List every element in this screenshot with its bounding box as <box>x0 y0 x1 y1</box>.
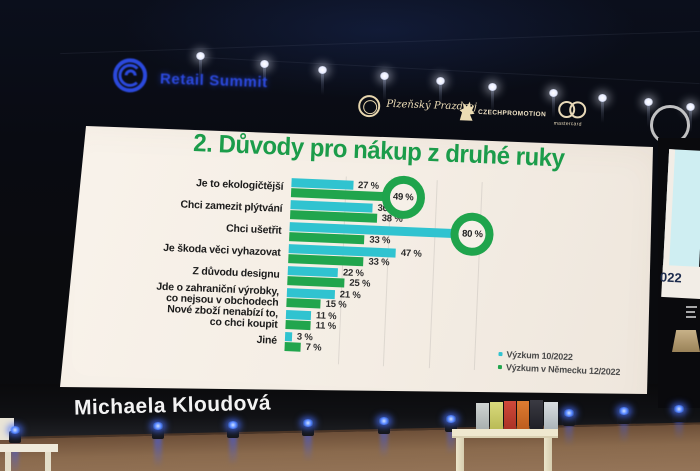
bar-value: 47 % <box>400 247 422 260</box>
stage-light-icon <box>672 405 686 422</box>
bar-value: 15 % <box>325 298 347 311</box>
side-screen-small-text <box>686 306 697 308</box>
bar <box>288 254 364 267</box>
chart-legend: Výzkum 10/2022 Výzkum v Německu 12/2022 <box>497 349 621 380</box>
legend-item: Výzkum v Německu 12/2022 <box>497 362 621 378</box>
category-bars: 22 % 25 % <box>287 266 371 290</box>
mastercard-logo-text: mastercard <box>553 120 582 128</box>
bar-value: 11 % <box>315 320 337 333</box>
bar-line: 15 % <box>286 298 360 311</box>
bar <box>286 298 321 309</box>
spotlight-icon <box>318 66 327 95</box>
stage-light-icon <box>8 426 22 443</box>
white-stool <box>0 444 60 471</box>
light-reflection <box>154 437 162 468</box>
stage-light-icon <box>301 419 315 436</box>
slide: 2. Důvody pro nákup z druhé ruky Je to e… <box>60 126 653 394</box>
side-screen-small-text <box>686 316 696 318</box>
bar-value: 33 % <box>369 234 391 247</box>
category-bars: 11 % 11 % <box>285 310 337 333</box>
side-screen-text: 022 <box>659 269 683 286</box>
spotlight-icon <box>380 72 389 101</box>
retail-summit-logo-icon <box>109 54 151 100</box>
sponsor-logos: Plzeňský Prazdroj CZECHPROMOTION masterc… <box>349 87 610 140</box>
spotlight-icon <box>686 103 695 132</box>
stage-light-icon <box>151 422 165 439</box>
bar-value: 7 % <box>305 341 322 354</box>
mastercard-circles-icon <box>557 100 589 120</box>
spotlight-icon <box>488 83 497 112</box>
bar <box>285 310 312 321</box>
spotlight-icon <box>196 52 205 81</box>
retail-summit-logo-text: Retail Summit <box>159 69 269 91</box>
bar-chart: Je to ekologičtější 27 % 49 % Chci zamezit … <box>60 168 653 371</box>
bar-line: 3 % <box>284 332 322 343</box>
stage-light-icon <box>562 409 576 426</box>
category-bars: 27 % 49 % <box>290 174 426 220</box>
bar <box>289 232 365 245</box>
bar-line: 7 % <box>284 341 322 354</box>
czechpromotion-logo-text: CZECHPROMOTION <box>477 108 547 119</box>
spotlight-icon <box>549 89 558 118</box>
product-cans <box>476 398 558 430</box>
legend-label: Výzkum 10/2022 <box>506 349 573 363</box>
light-reflection <box>229 435 237 466</box>
legend-label: Výzkum v Německu 12/2022 <box>505 362 621 378</box>
spotlight-icon <box>598 94 607 123</box>
spotlight-icon <box>644 98 653 127</box>
stage-light-icon <box>226 421 240 438</box>
side-screen-panel <box>662 149 700 271</box>
bar-value: 25 % <box>349 277 371 290</box>
legend-marker <box>497 364 503 370</box>
speaker-name: Michaela Kloudová <box>73 391 272 420</box>
bar-chart-rows: Je to ekologičtější 27 % 49 % Chci zamezit … <box>60 168 653 366</box>
bar <box>284 332 293 342</box>
chart-gridlines <box>337 176 484 371</box>
stage-light-icon <box>377 417 391 434</box>
prazdroj-crest-icon <box>357 94 381 118</box>
spotlight-icon <box>436 77 445 106</box>
czechpromotion-lion-icon <box>458 100 476 127</box>
spotlight-icon <box>260 60 269 89</box>
product-table <box>452 429 558 471</box>
bar <box>284 342 301 352</box>
bar <box>285 320 311 331</box>
side-screen-small-text <box>686 311 695 313</box>
bar-line: 11 % <box>285 320 337 333</box>
category-bars: 21 % 15 % <box>286 288 361 311</box>
bar-value: 27 % <box>357 179 380 192</box>
bar <box>287 276 345 288</box>
category-bars: 3 % 7 % <box>284 332 322 354</box>
category-bars: 47 % 33 % <box>288 244 422 269</box>
stage-light-icon <box>617 407 631 424</box>
bar-line: 25 % <box>287 276 371 290</box>
legend-marker <box>498 351 503 357</box>
side-screen-podium <box>672 330 700 352</box>
side-screen: 022 <box>658 138 700 408</box>
bar-value: 33 % <box>368 256 390 269</box>
retail-summit-logo: Retail Summit <box>109 53 301 108</box>
bar-line: 38 % <box>289 210 403 225</box>
